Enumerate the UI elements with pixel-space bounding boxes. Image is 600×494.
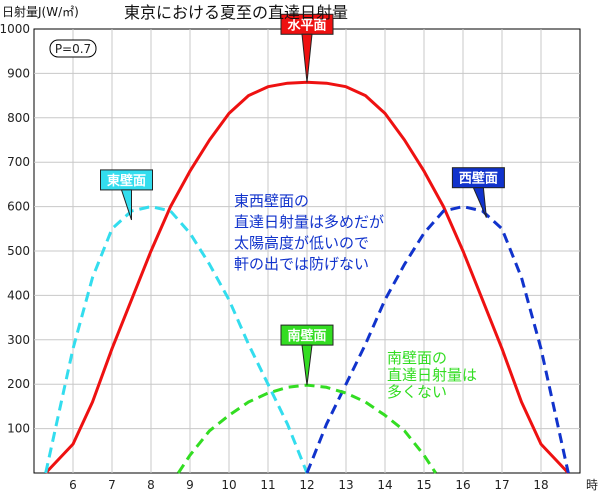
parameter-frame <box>49 39 97 58</box>
y-tick-label: 800 <box>7 111 30 125</box>
annotation-line: 直達日射量は多めだが <box>234 213 384 231</box>
y-tick-label: 700 <box>7 155 30 169</box>
annotation-text: 東西壁面の直達日射量は多めだが太陽高度が低いので軒の出では防げない <box>234 192 384 273</box>
annotation-line: 南壁面の <box>387 349 447 367</box>
grid <box>34 29 580 473</box>
y-tick-label: 400 <box>7 288 30 302</box>
callout-label: 南壁面 <box>287 328 326 344</box>
x-tick-label: 12 <box>299 478 314 492</box>
series-callout: 水平面 <box>280 13 334 83</box>
x-tick-label: 8 <box>147 478 155 492</box>
callout-pointer <box>472 187 487 218</box>
parameter-box: P=0.7 <box>49 39 97 58</box>
annotations: 東西壁面の直達日射量は多めだが太陽高度が低いので軒の出では防げない南壁面の直達日… <box>234 192 477 401</box>
x-tick-label: 9 <box>186 478 194 492</box>
y-tick-label: 1000 <box>0 22 30 36</box>
x-tick-label: 13 <box>338 478 353 492</box>
x-tick-label: 10 <box>221 478 236 492</box>
annotation-line: 東西壁面の <box>234 192 309 210</box>
series-line <box>44 205 309 474</box>
y-tick-label: 900 <box>7 66 30 80</box>
x-tick-label: 14 <box>377 478 392 492</box>
callout-label: 水平面 <box>287 17 326 33</box>
annotation-line: 太陽高度が低いので <box>234 234 369 252</box>
y-tick-label: 200 <box>7 377 30 391</box>
annotation-line: 多くない <box>387 383 447 401</box>
y-tick-label: 300 <box>7 333 30 347</box>
x-tick-label: 18 <box>533 478 548 492</box>
x-tick-labels: 6 7 8 9 10 11 12 13 14 15 16 17 18 <box>69 478 548 492</box>
y-tick-label: 500 <box>7 244 30 258</box>
callout-label: 東壁面 <box>107 173 146 189</box>
y-tick-labels: 100 200 300 400 500 600 700 800 900 1000 <box>0 22 30 436</box>
callout-pointer <box>120 189 132 221</box>
parameter-label: P=0.7 <box>55 42 91 56</box>
x-tick-label: 16 <box>455 478 470 492</box>
callout-label: 西壁面 <box>459 171 498 187</box>
x-tick-label: 11 <box>260 478 275 492</box>
annotation-text: 南壁面の直達日射量は多くない <box>387 349 477 401</box>
y-axis-label: 日射量J(W/㎡) <box>2 4 79 19</box>
series-callout: 東壁面 <box>100 169 153 221</box>
x-tick-label: 17 <box>494 478 509 492</box>
series-line <box>305 205 570 474</box>
x-axis-unit: 時 <box>586 478 598 492</box>
y-tick-label: 600 <box>7 200 30 214</box>
annotation-line: 直達日射量は <box>387 366 477 384</box>
x-tick-label: 6 <box>69 478 77 492</box>
x-tick-label: 15 <box>416 478 431 492</box>
x-tick-label: 7 <box>108 478 116 492</box>
series-callout: 南壁面 <box>280 324 334 386</box>
annotation-line: 軒の出では防げない <box>234 255 369 273</box>
callout-pointer <box>301 33 313 83</box>
series-callout: 西壁面 <box>451 167 505 218</box>
chart-title: 東京における夏至の直達日射量 <box>124 3 348 22</box>
y-tick-label: 100 <box>7 422 30 436</box>
callout-pointer <box>301 344 313 386</box>
